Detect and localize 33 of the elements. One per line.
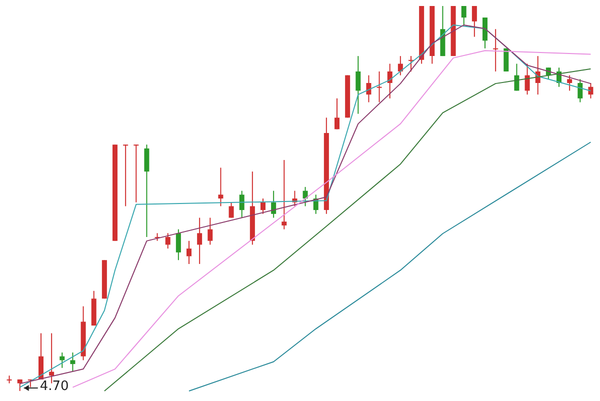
candlestick [260, 198, 266, 214]
candlestick [472, 6, 477, 38]
candlestick [38, 332, 44, 380]
candlestick [208, 217, 213, 246]
candlestick [134, 144, 139, 203]
candlestick [334, 98, 340, 130]
candlestick [165, 232, 170, 250]
candlestick [461, 6, 466, 26]
candlestick [387, 63, 392, 99]
candlestick [6, 375, 12, 384]
candlestick [524, 63, 530, 96]
candlestick [356, 56, 361, 114]
candlestick [282, 160, 287, 230]
candlestick [271, 190, 276, 218]
candlestick [239, 190, 244, 218]
candlestick [366, 74, 372, 103]
candlestick [567, 74, 572, 92]
candlestick [186, 240, 192, 264]
candlestick [493, 28, 498, 72]
candlestick [123, 144, 128, 207]
candlestick [70, 352, 76, 372]
candlestick [144, 144, 150, 238]
candlestick [376, 70, 382, 103]
candlestick [176, 228, 181, 261]
candlestick [197, 217, 202, 264]
candlestick [218, 167, 224, 207]
candlestick [60, 352, 65, 368]
candlestick [228, 202, 234, 218]
candlestick [482, 17, 488, 49]
candlestick [578, 78, 583, 103]
candlestick [408, 56, 414, 72]
annotation: 4.70 [40, 379, 69, 394]
candlestick [588, 82, 594, 99]
